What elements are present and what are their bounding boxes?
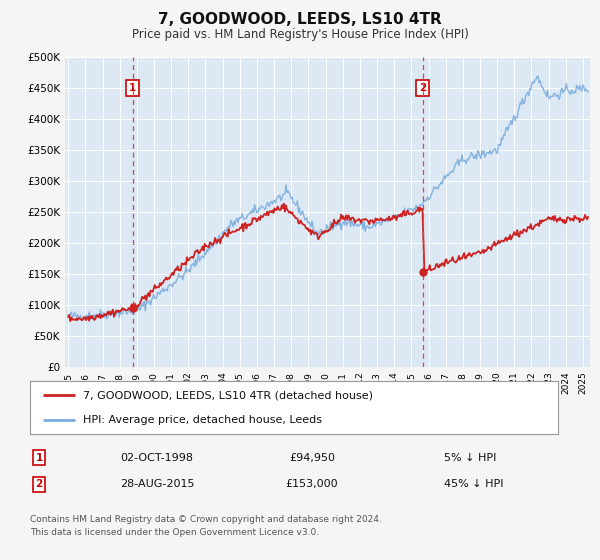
Text: 2: 2 bbox=[419, 83, 426, 93]
Text: Price paid vs. HM Land Registry's House Price Index (HPI): Price paid vs. HM Land Registry's House … bbox=[131, 28, 469, 41]
Text: 2: 2 bbox=[35, 479, 43, 489]
Text: 02-OCT-1998: 02-OCT-1998 bbox=[120, 452, 193, 463]
Text: HPI: Average price, detached house, Leeds: HPI: Average price, detached house, Leed… bbox=[83, 414, 322, 424]
Text: £153,000: £153,000 bbox=[286, 479, 338, 489]
Text: £94,950: £94,950 bbox=[289, 452, 335, 463]
Text: 7, GOODWOOD, LEEDS, LS10 4TR (detached house): 7, GOODWOOD, LEEDS, LS10 4TR (detached h… bbox=[83, 390, 373, 400]
Text: Contains HM Land Registry data © Crown copyright and database right 2024.: Contains HM Land Registry data © Crown c… bbox=[30, 515, 382, 524]
Text: 28-AUG-2015: 28-AUG-2015 bbox=[120, 479, 194, 489]
Text: 1: 1 bbox=[129, 83, 136, 93]
Text: 7, GOODWOOD, LEEDS, LS10 4TR: 7, GOODWOOD, LEEDS, LS10 4TR bbox=[158, 12, 442, 27]
Text: This data is licensed under the Open Government Licence v3.0.: This data is licensed under the Open Gov… bbox=[30, 528, 319, 537]
Text: 45% ↓ HPI: 45% ↓ HPI bbox=[444, 479, 503, 489]
Text: 1: 1 bbox=[35, 452, 43, 463]
Text: 5% ↓ HPI: 5% ↓ HPI bbox=[444, 452, 496, 463]
